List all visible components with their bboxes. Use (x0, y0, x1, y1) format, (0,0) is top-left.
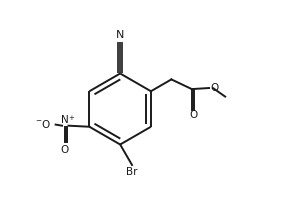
Text: Br: Br (126, 167, 138, 177)
Text: +: + (68, 115, 74, 121)
Text: O: O (210, 83, 218, 93)
Text: N: N (61, 115, 69, 125)
Text: $^{-}$O: $^{-}$O (34, 118, 51, 130)
Text: O: O (60, 145, 69, 155)
Text: O: O (189, 110, 197, 120)
Text: N: N (116, 30, 124, 40)
